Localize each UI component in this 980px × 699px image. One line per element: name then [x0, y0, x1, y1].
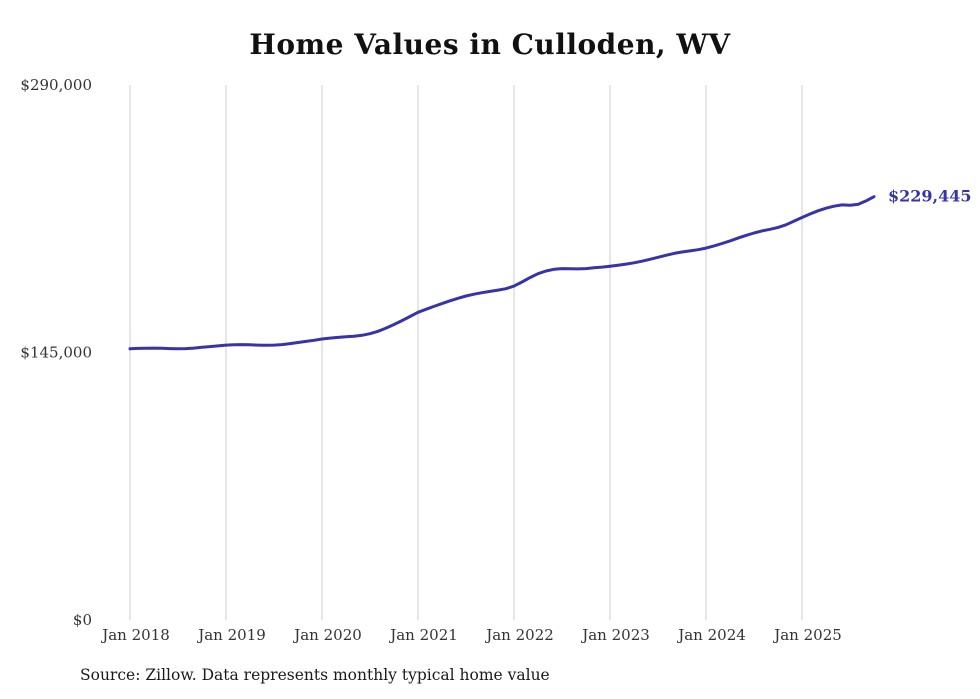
x-tick-label: Jan 2022 — [484, 626, 554, 644]
x-tick-label: Jan 2019 — [196, 626, 266, 644]
x-tick-label: Jan 2023 — [580, 626, 650, 644]
x-tick-label: Jan 2024 — [676, 626, 746, 644]
y-tick-label: $0 — [73, 611, 92, 629]
x-tick-label: Jan 2025 — [772, 626, 842, 644]
home-value-line — [128, 195, 876, 351]
y-tick-label: $145,000 — [20, 344, 92, 362]
y-tick-label: $290,000 — [20, 76, 92, 94]
x-tick-label: Jan 2018 — [100, 626, 170, 644]
chart-title: Home Values in Culloden, WV — [249, 28, 731, 61]
x-tick-label: Jan 2021 — [388, 626, 458, 644]
x-tick-label: Jan 2020 — [292, 626, 362, 644]
end-value-label: $229,445 — [888, 187, 972, 206]
source-note: Source: Zillow. Data represents monthly … — [80, 666, 550, 684]
